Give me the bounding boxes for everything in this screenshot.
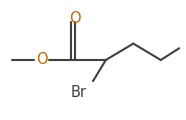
Text: Br: Br: [70, 85, 86, 100]
Text: O: O: [36, 53, 47, 67]
Text: O: O: [69, 12, 81, 27]
